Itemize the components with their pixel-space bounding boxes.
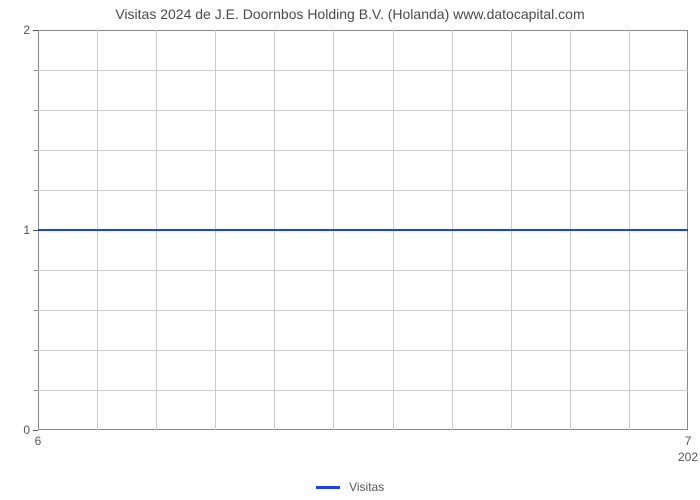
y-minor-tick bbox=[34, 310, 38, 311]
legend-swatch bbox=[316, 486, 340, 489]
y-tick-mark bbox=[33, 30, 38, 31]
gridline-horizontal bbox=[38, 270, 688, 271]
chart-title: Visitas 2024 de J.E. Doornbos Holding B.… bbox=[0, 6, 700, 22]
gridline-horizontal bbox=[38, 390, 688, 391]
gridline-horizontal bbox=[38, 70, 688, 71]
gridline-horizontal bbox=[38, 350, 688, 351]
x-tick-label: 6 bbox=[35, 430, 42, 448]
y-minor-tick bbox=[34, 150, 38, 151]
y-minor-tick bbox=[34, 270, 38, 271]
legend-label: Visitas bbox=[349, 480, 384, 494]
gridline-horizontal bbox=[38, 310, 688, 311]
gridline-horizontal bbox=[38, 190, 688, 191]
y-minor-tick bbox=[34, 350, 38, 351]
gridline-horizontal bbox=[38, 150, 688, 151]
series-line-visitas bbox=[38, 229, 688, 231]
y-minor-tick bbox=[34, 70, 38, 71]
gridline-horizontal bbox=[38, 110, 688, 111]
plot-area: 01267202 bbox=[38, 30, 688, 430]
chart-container: { "chart": { "type": "line", "title": "V… bbox=[0, 0, 700, 500]
legend: Visitas bbox=[0, 479, 700, 494]
y-minor-tick bbox=[34, 390, 38, 391]
y-minor-tick bbox=[34, 190, 38, 191]
y-minor-tick bbox=[34, 110, 38, 111]
x-secondary-label: 202 bbox=[678, 430, 698, 464]
